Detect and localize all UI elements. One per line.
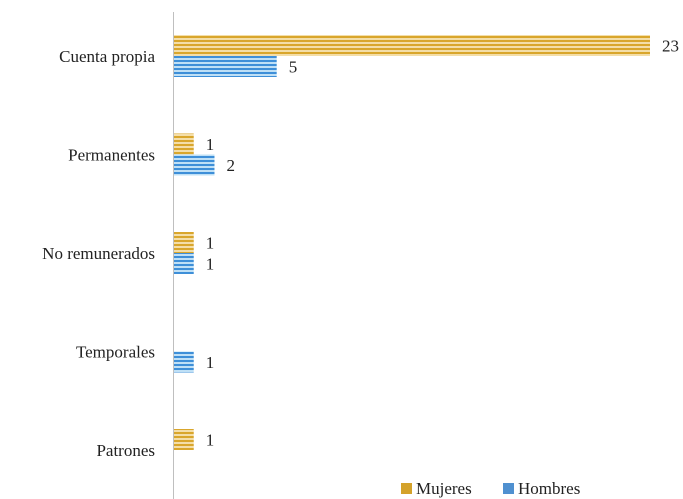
bar-mujeres-cuenta-propia [173,35,650,56]
category-label-no-remunerados: No remunerados [42,244,155,263]
value-label-mujeres-cuenta-propia: 23 [662,37,679,56]
bar-mujeres-permanentes [173,133,194,155]
value-label-hombres-permanentes: 2 [226,156,235,175]
category-label-permanentes: Permanentes [68,146,155,165]
bar-hombres-temporales [173,351,194,373]
bar-mujeres-no-remunerados [173,232,194,253]
bar-hombres-no-remunerados [173,253,194,274]
legend-label-mujeres: Mujeres [416,479,472,498]
value-label-mujeres-no-remunerados: 1 [206,234,215,253]
value-label-hombres-no-remunerados: 1 [206,255,215,274]
legend-swatch-hombres [503,483,514,494]
value-label-mujeres-permanentes: 1 [206,135,215,154]
value-label-hombres-temporales: 1 [206,353,215,372]
bars-group [173,35,650,450]
bar-hombres-permanentes [173,154,215,176]
value-label-mujeres-patrones: 1 [206,431,215,450]
bar-hombres-cuenta-propia [173,56,277,77]
legend-label-hombres: Hombres [518,479,580,498]
legend: Mujeres Hombres [401,479,580,498]
category-label-temporales: Temporales [76,343,155,362]
legend-swatch-mujeres [401,483,412,494]
category-label-cuenta-propia: Cuenta propia [59,47,155,66]
category-label-patrones: Patrones [96,441,155,460]
value-label-hombres-cuenta-propia: 5 [289,58,298,77]
bar-mujeres-patrones [173,429,194,450]
